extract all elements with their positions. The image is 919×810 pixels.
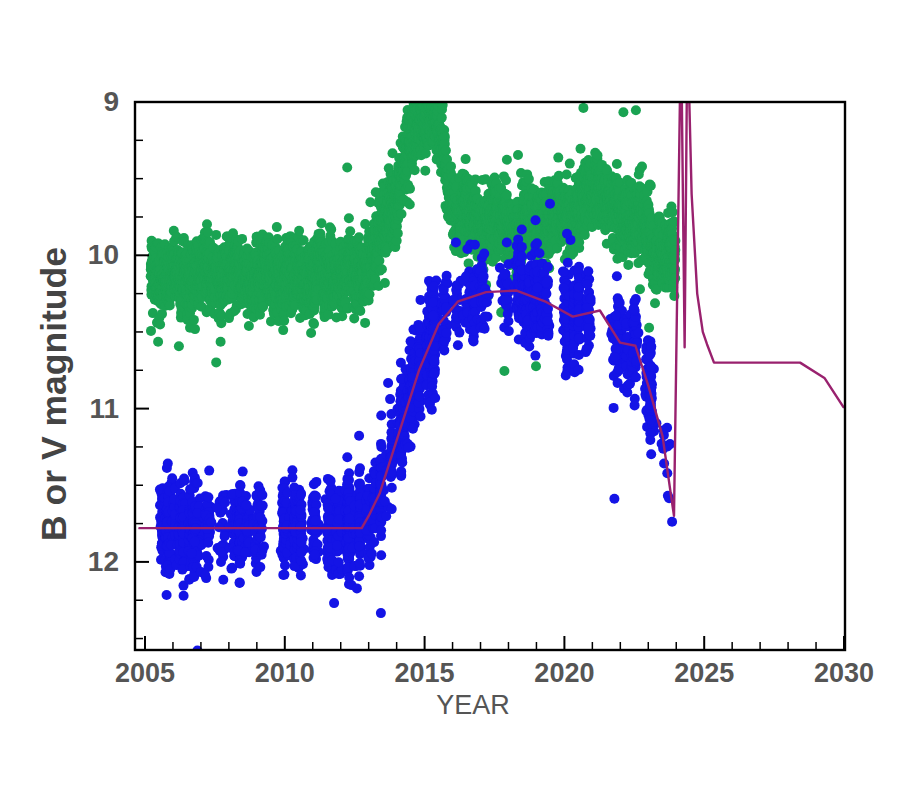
svg-text:10: 10 bbox=[88, 239, 119, 270]
svg-text:2020: 2020 bbox=[534, 658, 594, 688]
svg-text:YEAR: YEAR bbox=[436, 690, 510, 720]
svg-text:2030: 2030 bbox=[814, 658, 874, 688]
svg-text:2015: 2015 bbox=[395, 658, 455, 688]
svg-text:11: 11 bbox=[89, 393, 119, 424]
svg-text:2005: 2005 bbox=[115, 658, 175, 688]
svg-text:9: 9 bbox=[103, 86, 119, 117]
svg-text:B or V magnitude: B or V magnitude bbox=[34, 247, 74, 541]
svg-text:12: 12 bbox=[88, 546, 119, 577]
svg-text:2025: 2025 bbox=[674, 658, 734, 688]
svg-text:2010: 2010 bbox=[255, 658, 315, 688]
